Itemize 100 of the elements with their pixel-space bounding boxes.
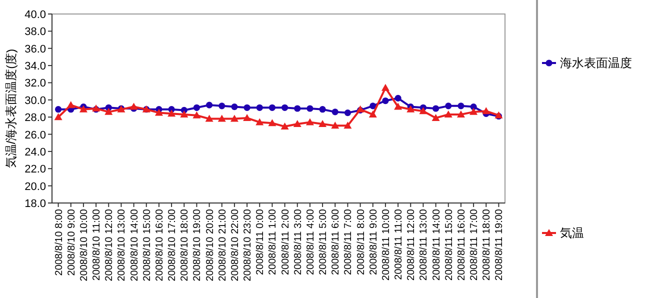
point	[256, 118, 264, 126]
x-tick-label: 2008/8/10 8:00	[54, 208, 65, 276]
x-tick-label: 2008/8/10 13:00	[116, 208, 128, 282]
point	[244, 104, 250, 111]
x-tick-label: 2008/8/11 19:00	[494, 208, 506, 281]
point	[206, 102, 213, 108]
point	[381, 84, 390, 91]
y-tick-label: 28.0	[24, 112, 46, 124]
point	[243, 114, 252, 121]
point	[104, 108, 113, 115]
x-tick-label: 2008/8/10 16:00	[154, 208, 166, 282]
x-tick-label: 2008/8/11 16:00	[456, 208, 468, 281]
point	[205, 114, 214, 122]
x-tick-label: 2008/8/11 14:00	[431, 208, 442, 281]
x-tick-label: 2008/8/10 18:00	[180, 208, 191, 282]
y-tick-label: 36.0	[24, 43, 46, 56]
y-tick-label: 24.0	[24, 146, 46, 158]
y-tick-label: 20.0	[24, 180, 46, 193]
x-tick-label: 2008/8/11 18:00	[482, 208, 493, 281]
point	[294, 105, 301, 112]
point	[319, 106, 326, 113]
x-tick-label: 2008/8/11 17:00	[469, 208, 480, 281]
point	[281, 104, 288, 111]
point	[456, 110, 465, 118]
point	[470, 103, 477, 110]
point	[419, 107, 428, 114]
x-tick-label: 2008/8/11 11:00	[394, 208, 405, 280]
point	[230, 114, 238, 122]
point	[344, 122, 352, 129]
legend-label: 気温	[560, 226, 584, 240]
x-tick-label: 2008/8/11 6:00	[330, 208, 342, 275]
point	[482, 107, 490, 114]
y-axis-title: 気温/海水表面温度(度)	[4, 48, 18, 168]
x-tick-label: 2008/8/10 11:00	[92, 208, 103, 281]
y-tick-label: 18.0	[24, 198, 46, 210]
point	[470, 108, 478, 115]
point	[382, 97, 389, 104]
point	[332, 108, 338, 116]
x-tick-label: 2008/8/10 15:00	[142, 208, 153, 282]
y-tick-label: 30.0	[24, 94, 46, 107]
x-tick-label: 2008/8/11 13:00	[418, 208, 430, 281]
point	[54, 113, 62, 120]
point	[306, 105, 314, 112]
legend-label: 海水表面温度	[560, 56, 632, 70]
point	[432, 114, 440, 121]
y-tick-label: 22.0	[24, 164, 46, 176]
x-tick-label: 2008/8/11 12:00	[406, 208, 418, 281]
y-tick-label: 26.0	[24, 129, 46, 142]
point	[306, 118, 314, 126]
x-tick-label: 2008/8/10 9:00	[66, 208, 78, 276]
point	[280, 122, 289, 130]
point	[368, 110, 377, 118]
x-tick-label: 2008/8/11 2:00	[280, 208, 292, 275]
point	[445, 102, 452, 110]
x-tick-label: 2008/8/11 9:00	[368, 208, 380, 275]
x-tick-label: 2008/8/11 3:00	[292, 208, 304, 275]
point	[268, 104, 276, 111]
point	[130, 102, 138, 110]
point	[318, 120, 327, 127]
point	[168, 110, 176, 117]
x-tick-label: 2008/8/11 8:00	[356, 208, 367, 275]
x-tick-label: 2008/8/11 5:00	[318, 208, 330, 275]
x-tick-label: 2008/8/10 20:00	[204, 208, 216, 282]
point	[66, 101, 75, 108]
x-tick-label: 2008/8/11 15:00	[444, 208, 455, 281]
point	[458, 102, 464, 110]
point	[344, 109, 352, 116]
y-tick-label: 32.0	[24, 78, 46, 90]
point	[293, 120, 302, 127]
y-tick-label: 34.0	[24, 60, 46, 73]
x-tick-label: 2008/8/10 22:00	[230, 208, 241, 282]
point	[394, 94, 402, 102]
point	[268, 119, 276, 126]
x-tick-label: 2008/8/11 1:00	[268, 208, 279, 275]
point	[154, 108, 163, 116]
x-tick-label: 2008/8/10 12:00	[104, 208, 116, 282]
x-tick-label: 2008/8/11 7:00	[343, 208, 354, 275]
point	[218, 102, 226, 110]
x-tick-label: 2008/8/10 21:00	[217, 208, 228, 282]
x-tick-label: 2008/8/11 0:00	[255, 208, 266, 275]
y-tick-label: 40.0	[24, 9, 46, 21]
x-tick-label: 2008/8/10 14:00	[129, 208, 140, 282]
x-tick-label: 2008/8/10 19:00	[192, 208, 204, 282]
point	[331, 122, 340, 129]
point	[192, 111, 201, 118]
point	[218, 114, 226, 122]
point	[444, 110, 452, 118]
point	[231, 103, 238, 110]
x-tick-label: 2008/8/11 4:00	[305, 208, 316, 275]
point	[432, 105, 440, 112]
point	[193, 104, 200, 111]
point	[394, 102, 402, 110]
point	[54, 106, 62, 113]
x-tick-label: 2008/8/10 10:00	[78, 208, 90, 282]
x-tick-label: 2008/8/10 17:00	[167, 208, 178, 282]
point	[256, 104, 263, 111]
x-tick-label: 2008/8/11 10:00	[380, 208, 392, 281]
point	[180, 110, 188, 118]
y-tick-label: 38.0	[24, 26, 46, 38]
point	[370, 102, 376, 110]
